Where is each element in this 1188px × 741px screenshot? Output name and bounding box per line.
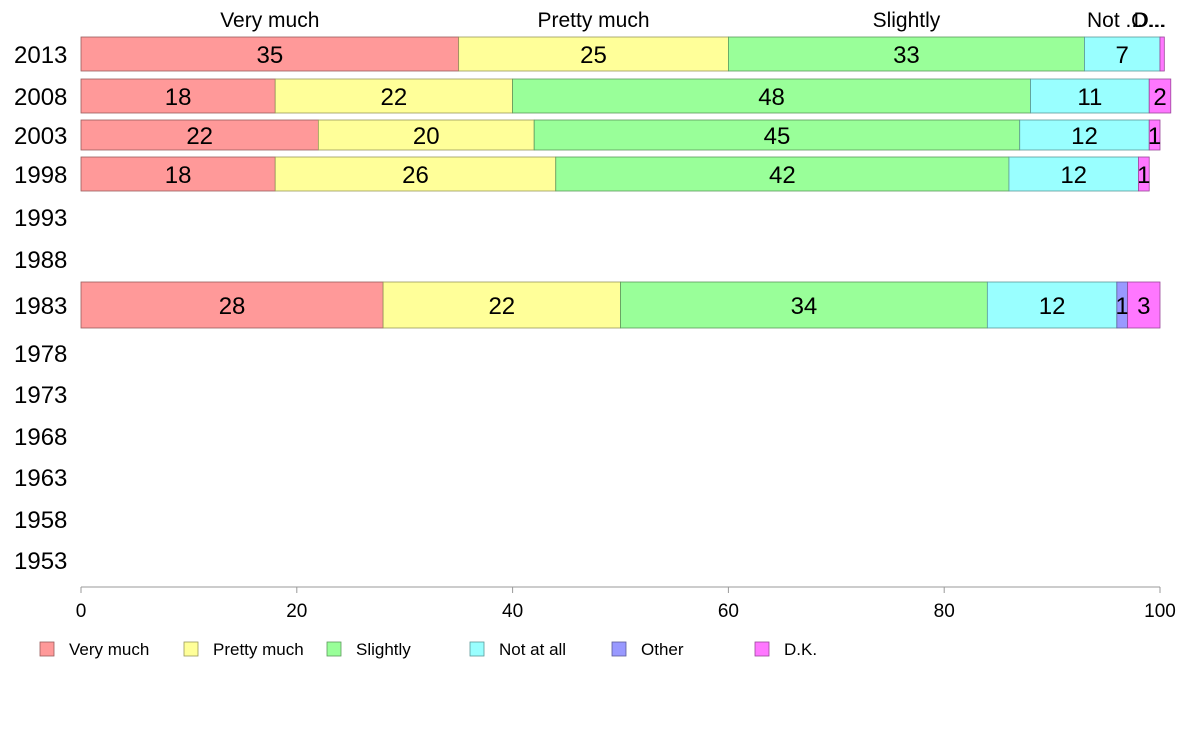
category-label-1958: 1958 — [14, 507, 67, 534]
bar-2008-not-at-all — [1030, 78, 1150, 114]
top-label-4: O... — [1131, 9, 1165, 32]
x-tick-label-80: 80 — [934, 601, 955, 622]
bar-2013-slightly — [728, 36, 1085, 72]
data-label-1983-not-at-all: 12 — [1039, 293, 1066, 320]
data-label-1983-d-k-: 3 — [1137, 293, 1150, 320]
category-label-2003: 2003 — [14, 123, 67, 150]
data-label-2013-not-at-all: 7 — [1116, 42, 1129, 69]
legend-swatch-pretty-much — [183, 641, 199, 657]
data-label-2008-d-k-: 2 — [1153, 84, 1166, 111]
top-label-0: Very much — [220, 9, 319, 32]
legend-swatch-very-much — [39, 641, 55, 657]
legend-label-very-much: Very much — [69, 640, 149, 659]
category-label-1988: 1988 — [14, 247, 67, 274]
bar-1998-slightly — [555, 156, 1010, 192]
data-label-1998-pretty-much: 26 — [402, 162, 429, 189]
bar-2003-slightly — [533, 119, 1021, 151]
data-label-2013-pretty-much: 25 — [580, 42, 607, 69]
category-label-1998: 1998 — [14, 162, 67, 189]
data-label-1983-slightly: 34 — [791, 293, 818, 320]
data-label-1998-not-at-all: 12 — [1060, 162, 1087, 189]
bar-1998-not-at-all — [1008, 156, 1139, 192]
bar-2003-not-at-all — [1019, 119, 1150, 151]
top-label-5: D... — [1134, 9, 1167, 32]
data-label-2008-very-much: 18 — [165, 84, 192, 111]
x-tick-label-60: 60 — [718, 601, 739, 622]
bar-2008-d-k- — [1148, 78, 1172, 114]
bar-2003-very-much — [80, 119, 319, 151]
legend-label-pretty-much: Pretty much — [213, 640, 304, 659]
category-label-1968: 1968 — [14, 424, 67, 451]
category-label-1983: 1983 — [14, 293, 67, 320]
legend-label-other: Other — [641, 640, 684, 659]
bar-1983-very-much — [80, 281, 384, 329]
bar-1998-d-k- — [1138, 156, 1150, 192]
legend-swatch-not-at-all — [469, 641, 485, 657]
legend-label-not-at-all: Not at all — [499, 640, 566, 659]
data-label-2003-slightly: 45 — [764, 123, 791, 150]
data-label-2008-pretty-much: 22 — [381, 84, 408, 111]
bar-1983-not-at-all — [986, 281, 1118, 329]
top-label-3: Not ... — [1087, 9, 1143, 32]
bar-2003-pretty-much — [317, 119, 535, 151]
legend-label-slightly: Slightly — [356, 640, 411, 659]
bar-2013-pretty-much — [458, 36, 729, 72]
bar-2013-very-much — [80, 36, 460, 72]
x-tick-label-20: 20 — [286, 601, 307, 622]
legend-swatch-d-k- — [754, 641, 770, 657]
data-label-2003-very-much: 22 — [186, 123, 213, 150]
top-label-2: Slightly — [873, 9, 941, 32]
data-label-1998-slightly: 42 — [769, 162, 796, 189]
data-label-1983-other: 1 — [1116, 293, 1129, 320]
bar-2013-d-k- — [1159, 36, 1165, 72]
category-label-2008: 2008 — [14, 84, 67, 111]
bar-2008-slightly — [512, 78, 1031, 114]
data-label-2003-not-at-all: 12 — [1071, 123, 1098, 150]
data-label-2008-not-at-all: 11 — [1077, 84, 1102, 111]
data-label-1998-very-much: 18 — [165, 162, 192, 189]
category-label-1973: 1973 — [14, 382, 67, 409]
bar-1998-pretty-much — [274, 156, 557, 192]
category-label-1993: 1993 — [14, 205, 67, 232]
data-label-2013-very-much: 35 — [256, 42, 283, 69]
legend-label-d-k-: D.K. — [784, 640, 817, 659]
data-label-2008-slightly: 48 — [758, 84, 785, 111]
category-label-2013: 2013 — [14, 42, 67, 69]
data-label-2003-d-k-: 1 — [1148, 123, 1161, 150]
category-label-1963: 1963 — [14, 465, 67, 492]
data-label-2003-pretty-much: 20 — [413, 123, 440, 150]
data-label-2013-slightly: 33 — [893, 42, 920, 69]
legend-swatch-other — [611, 641, 627, 657]
data-label-1998-d-k-: 1 — [1137, 162, 1150, 189]
data-label-1983-very-much: 28 — [219, 293, 246, 320]
legend-swatch-slightly — [326, 641, 342, 657]
data-label-1983-pretty-much: 22 — [488, 293, 515, 320]
bar-1983-slightly — [620, 281, 988, 329]
category-label-1978: 1978 — [14, 341, 67, 368]
x-tick-label-0: 0 — [76, 601, 87, 622]
top-label-1: Pretty much — [538, 9, 650, 32]
bar-1983-d-k- — [1127, 281, 1161, 329]
bar-2008-very-much — [80, 78, 276, 114]
bar-2008-pretty-much — [274, 78, 514, 114]
category-label-1953: 1953 — [14, 548, 67, 575]
x-tick-label-40: 40 — [502, 601, 523, 622]
x-tick-label-100: 100 — [1144, 601, 1176, 622]
bar-2003-d-k- — [1148, 119, 1161, 151]
